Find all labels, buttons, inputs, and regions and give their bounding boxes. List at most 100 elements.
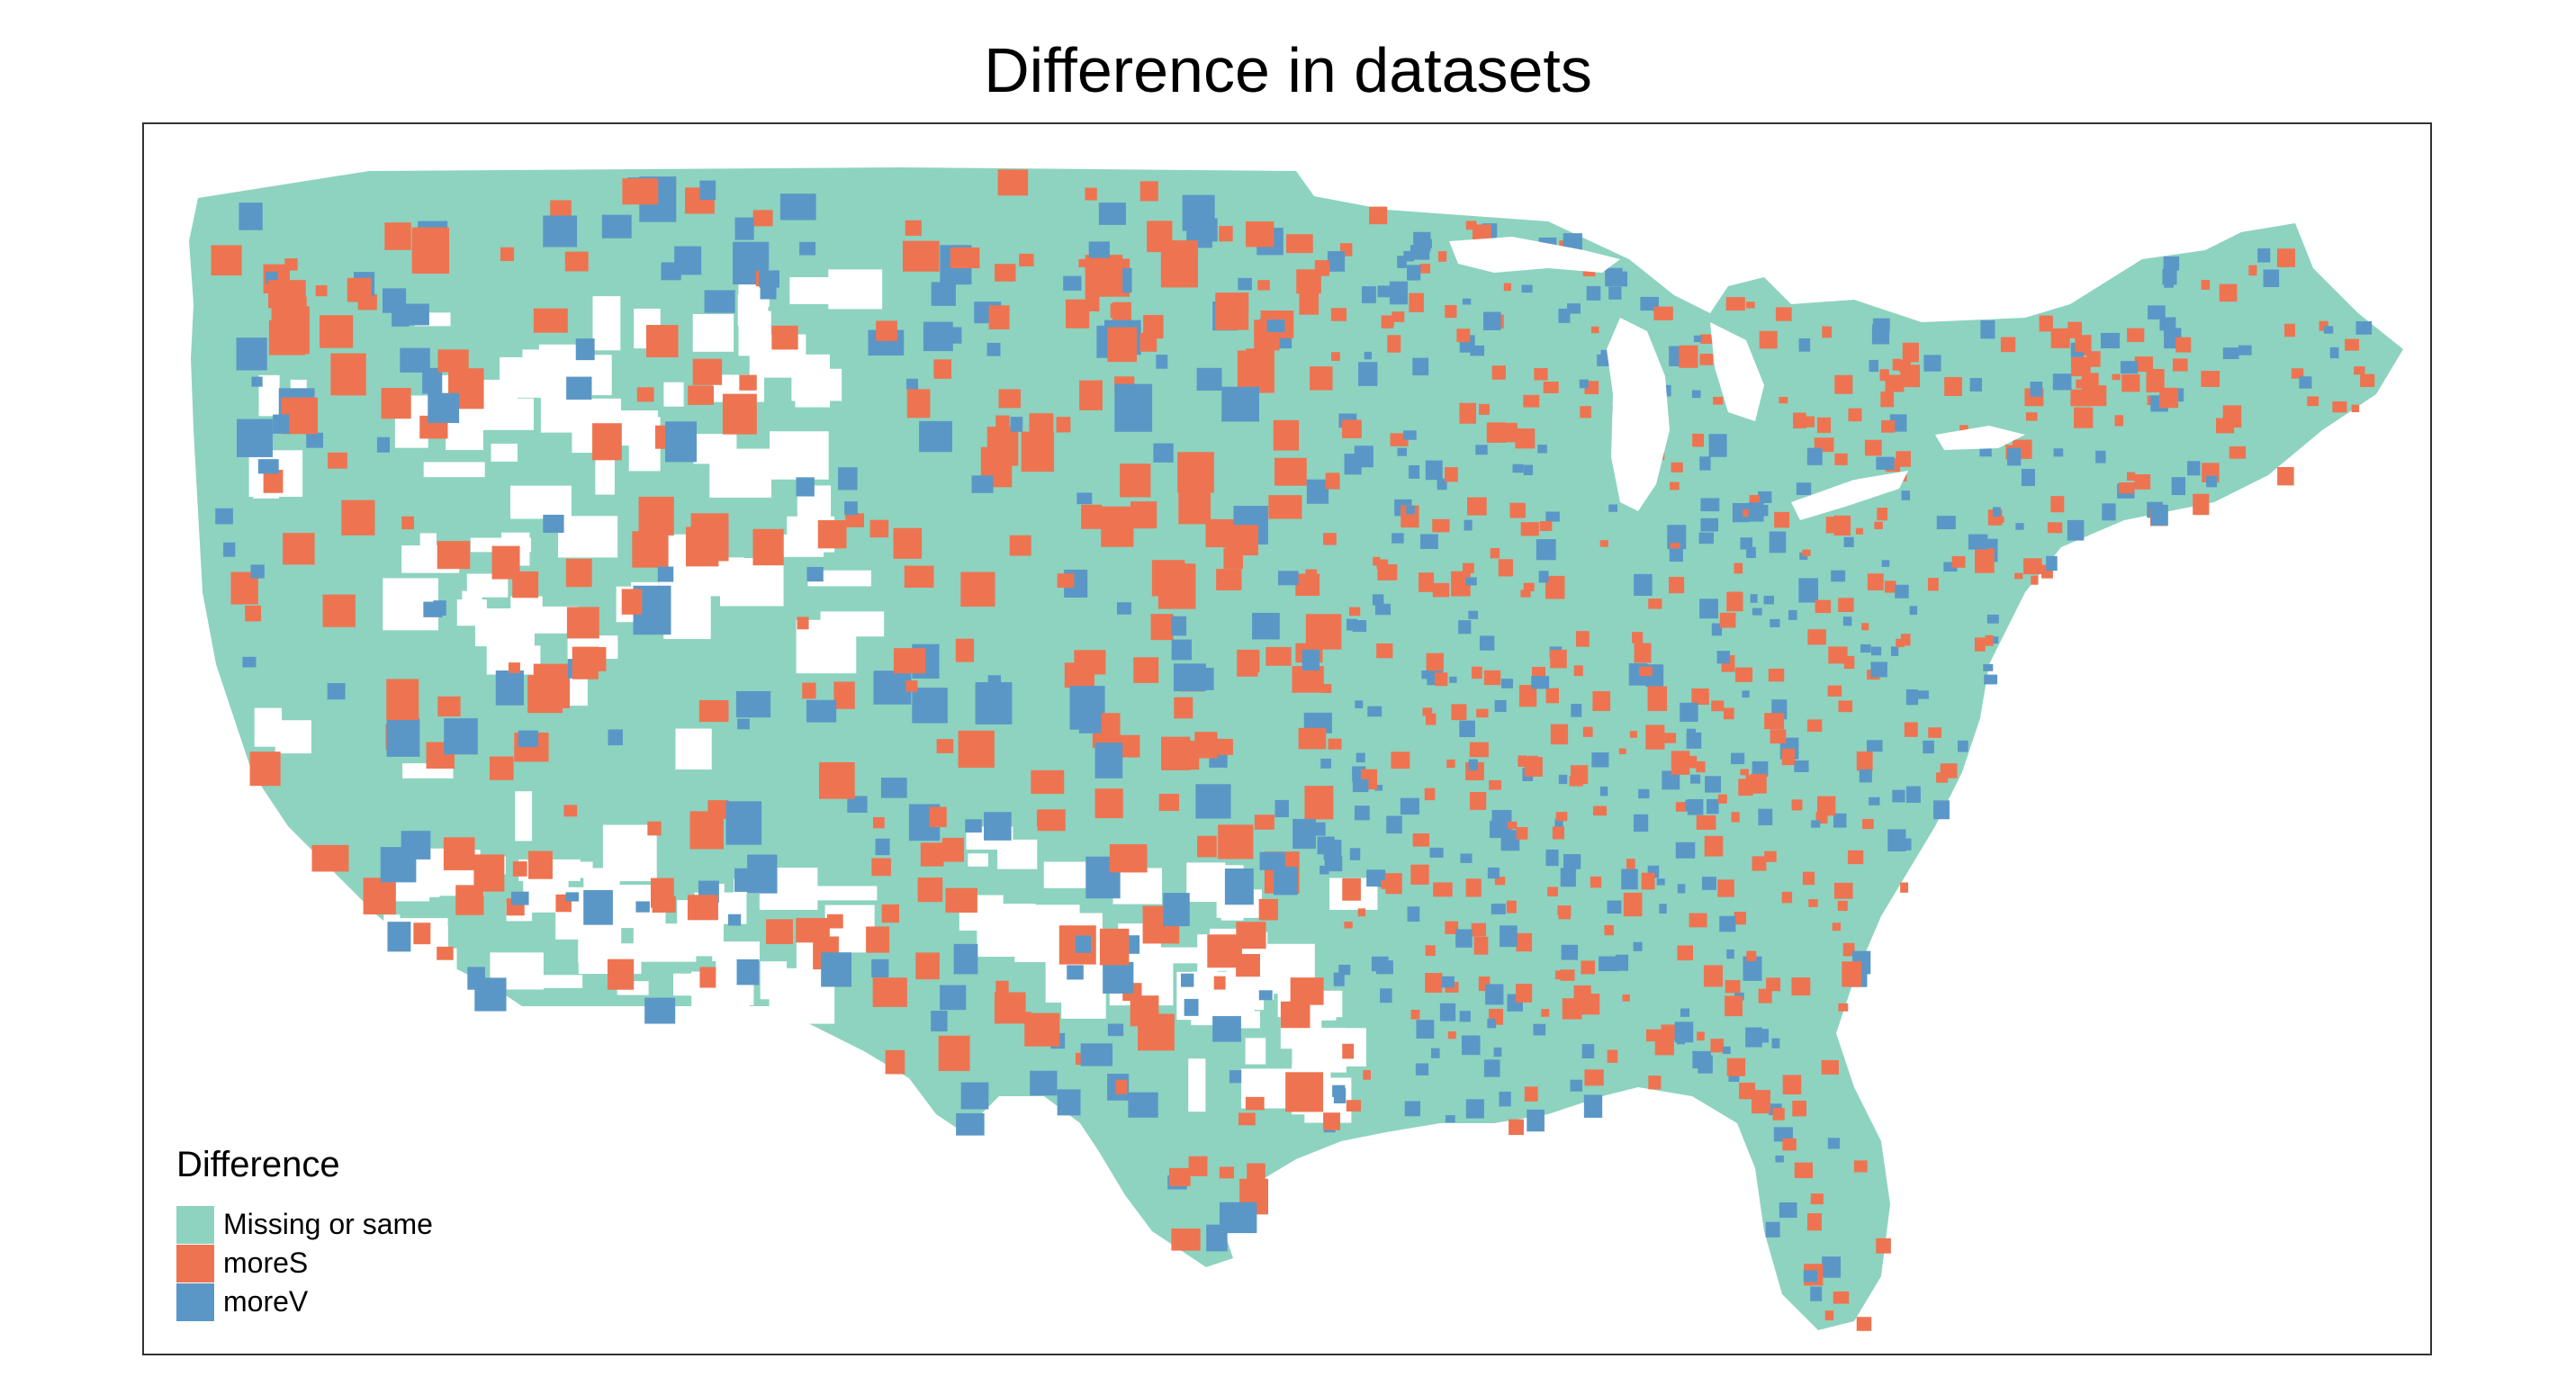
county-mores-marker <box>1834 882 1853 899</box>
legend-item-morev: moreV <box>176 1282 433 1321</box>
county-mores-marker <box>1557 905 1572 915</box>
county-morev-marker <box>821 952 852 987</box>
county-mores-marker <box>607 958 635 990</box>
county-mores-marker <box>1580 406 1591 418</box>
county-morev-marker <box>1327 251 1346 272</box>
county-mores-marker <box>1299 290 1320 315</box>
county-mores-marker <box>500 247 515 262</box>
county-mores-marker <box>1791 799 1803 811</box>
county-mores-marker <box>2081 373 2099 392</box>
county-mores-marker <box>1675 802 1689 812</box>
county-mores-marker <box>1632 632 1644 644</box>
missing-area <box>275 720 311 754</box>
county-morev-marker <box>1088 241 1110 258</box>
county-mores-marker <box>1446 759 1455 769</box>
county-mores-marker <box>1837 900 1848 912</box>
county-mores-marker <box>2039 315 2053 332</box>
county-mores-marker <box>1376 643 1393 659</box>
county-mores-marker <box>1573 665 1583 677</box>
county-mores-marker <box>1759 330 1778 349</box>
county-morev-marker <box>1407 906 1420 922</box>
county-mores-marker <box>1330 308 1347 321</box>
county-mores-marker <box>1305 569 1318 579</box>
county-mores-marker <box>1305 614 1342 650</box>
county-mores-marker <box>1770 729 1787 744</box>
county-mores-marker <box>2114 415 2124 427</box>
lake-erie <box>1791 471 1908 520</box>
county-morev-marker <box>1936 516 1956 530</box>
county-mores-marker <box>1671 751 1690 775</box>
county-mores-marker <box>1363 1070 1371 1080</box>
county-morev-marker <box>1397 256 1407 268</box>
county-mores-marker <box>1975 548 1995 573</box>
county-morev-marker <box>1531 676 1550 689</box>
county-mores-marker <box>381 388 411 419</box>
county-mores-marker <box>1861 623 1869 631</box>
county-mores-marker <box>872 816 885 829</box>
county-morev-marker <box>1563 853 1581 869</box>
county-morev-marker <box>1523 464 1534 476</box>
county-mores-marker <box>563 805 578 817</box>
county-morev-marker <box>1479 635 1495 651</box>
county-mores-marker <box>2248 265 2257 276</box>
county-mores-marker <box>1996 516 2004 523</box>
county-morev-marker <box>2053 448 2064 457</box>
county-mores-marker <box>1315 798 1327 811</box>
county-mores-marker <box>1534 368 1548 381</box>
county-mores-marker <box>1550 724 1569 745</box>
county-mores-marker <box>1085 187 1097 201</box>
county-morev-marker <box>1374 784 1383 791</box>
county-mores-marker <box>1725 979 1741 994</box>
county-mores-marker <box>2075 335 2092 353</box>
county-morev-marker <box>1354 806 1370 821</box>
county-mores-marker <box>1664 733 1677 743</box>
legend-key-morev <box>176 1282 214 1321</box>
county-morev-marker <box>844 501 858 516</box>
county-morev-marker <box>510 891 529 905</box>
county-morev-marker <box>1302 649 1320 670</box>
county-mores-marker <box>2014 572 2023 580</box>
county-mores-marker <box>796 917 830 943</box>
county-mores-marker <box>1471 922 1486 937</box>
county-mores-marker <box>267 280 306 309</box>
county-mores-marker <box>1634 643 1652 663</box>
county-mores-marker <box>1258 898 1278 921</box>
county-morev-marker <box>704 290 735 313</box>
county-mores-marker <box>1710 1039 1725 1053</box>
legend-item-missing-or-same: Missing or same <box>176 1205 433 1244</box>
county-morev-marker <box>1708 434 1727 457</box>
county-mores-marker <box>1951 555 1966 568</box>
county-mores-marker <box>1473 936 1489 955</box>
county-mores-marker <box>1387 335 1401 353</box>
county-morev-marker <box>1746 546 1756 558</box>
county-mores-marker <box>995 980 1009 993</box>
county-morev-marker <box>543 514 564 533</box>
county-morev-marker <box>1293 818 1316 850</box>
county-morev-marker <box>919 420 952 453</box>
county-mores-marker <box>1808 899 1818 907</box>
county-morev-marker <box>428 392 460 424</box>
county-mores-marker <box>1653 306 1673 320</box>
county-morev-marker <box>912 688 948 724</box>
county-morev-marker <box>1349 848 1361 860</box>
county-mores-marker <box>1627 896 1635 904</box>
county-mores-marker <box>1834 374 1853 394</box>
county-mores-marker <box>363 878 396 915</box>
county-mores-marker <box>1188 1156 1208 1176</box>
county-mores-marker <box>1856 1317 1872 1331</box>
county-mores-marker <box>893 527 923 559</box>
county-mores-marker <box>512 571 539 598</box>
missing-area <box>519 894 556 913</box>
county-morev-marker <box>1750 594 1758 603</box>
county-mores-marker <box>1017 1012 1031 1023</box>
missing-area <box>578 922 617 964</box>
county-mores-marker <box>1056 417 1071 433</box>
county-mores-marker <box>2000 337 2016 353</box>
county-morev-marker <box>1455 929 1473 948</box>
county-morev-marker <box>1798 578 1819 603</box>
county-mores-marker <box>995 415 1010 428</box>
county-morev-marker <box>1763 595 1774 605</box>
county-morev-marker <box>1375 960 1393 975</box>
us-map <box>189 167 2403 1331</box>
county-mores-marker <box>1899 359 1911 373</box>
